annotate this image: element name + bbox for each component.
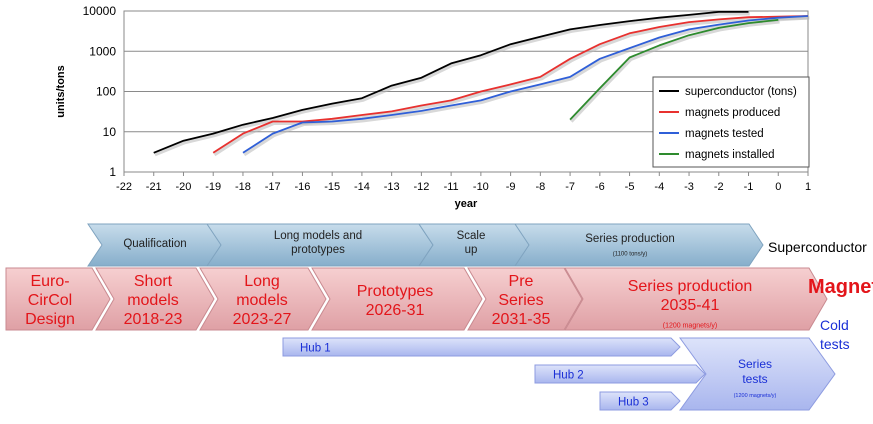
- legend-entry: magnets produced: [685, 107, 780, 119]
- superconductor-phase-text: Scale: [457, 230, 486, 242]
- magnet-phase-text: models: [127, 292, 179, 309]
- hub-1-bar: [282, 337, 681, 357]
- series-tests-text: Series: [738, 357, 772, 371]
- superconductor-line-shadow: [154, 11, 750, 157]
- cold-tests-label: tests: [820, 336, 850, 352]
- magnet-phase-6: [564, 267, 828, 331]
- magnet-phase-3: [199, 267, 327, 331]
- superconductor-phase-subtext: (1100 tons/y): [613, 252, 648, 258]
- magnet-phase-text: models: [236, 292, 288, 309]
- chart-legend: [652, 76, 810, 168]
- x-tick-label: -6: [595, 181, 605, 193]
- x-tick-label: 0: [775, 181, 781, 193]
- magnet-phase-text: 2035-41: [661, 297, 720, 314]
- superconductor-phase-text: up: [465, 244, 478, 256]
- y-axis-label: units/tons: [55, 65, 67, 118]
- x-tick-label: -22: [116, 181, 132, 193]
- magnet-phase-text: 2018-23: [124, 311, 183, 328]
- superconductor-phase-4: [514, 223, 764, 267]
- magnet-phase-4: [311, 267, 483, 331]
- superconductor-phase-text: prototypes: [291, 244, 345, 256]
- superconductor-phase-text: Qualification: [123, 238, 186, 250]
- x-tick-label: -13: [384, 181, 400, 193]
- hub-2-bar: [534, 364, 706, 384]
- x-tick-label: -16: [294, 181, 310, 193]
- magnet-phase-text: Series: [498, 292, 543, 309]
- legend-entry: superconductor (tons): [685, 86, 797, 98]
- magnet-phase-text: CirCol: [28, 292, 72, 309]
- y-tick-label: 10: [103, 125, 117, 139]
- magnets-row-label: Magnets: [808, 276, 873, 298]
- x-tick-label: -12: [413, 181, 429, 193]
- x-tick-label: 1: [805, 181, 811, 193]
- magnet-phase-text: 2026-31: [366, 302, 425, 319]
- x-tick-label: -15: [324, 181, 340, 193]
- magnet-phase-text: Short: [134, 273, 173, 290]
- legend-entry: magnets installed: [685, 149, 775, 161]
- series-tests-bar: [679, 337, 836, 411]
- legend-entry: magnets tested: [685, 128, 764, 140]
- series-tests-subtext: (1200 magnets/y): [734, 393, 777, 399]
- magnet-phase-text: 2023-27: [233, 311, 292, 328]
- x-tick-label: -1: [744, 181, 754, 193]
- magnet-phase-text: Pre: [509, 273, 534, 290]
- x-tick-label: -2: [714, 181, 724, 193]
- magnet-phase-1: [5, 267, 111, 331]
- magnet-phase-subtext: (1200 magnets/y): [663, 322, 717, 329]
- hub-3-label: Hub 3: [618, 397, 649, 409]
- x-tick-label: -19: [205, 181, 221, 193]
- magnet-phase-text: Design: [25, 311, 75, 328]
- magnet-phase-text: Euro-: [30, 273, 69, 290]
- magnet-phase-text: Long: [244, 273, 280, 290]
- x-tick-label: -7: [565, 181, 575, 193]
- magnet-phase-5: [467, 267, 583, 331]
- hub-2-label: Hub 2: [553, 370, 584, 382]
- x-tick-label: -8: [535, 181, 545, 193]
- hub-3-bar: [599, 391, 681, 411]
- superconductor-phase-text: Series production: [585, 233, 675, 245]
- superconductor-line: [153, 10, 749, 154]
- hub-1-label: Hub 1: [300, 343, 331, 355]
- x-tick-label: -3: [684, 181, 694, 193]
- y-tick-label: 1: [109, 165, 116, 179]
- x-tick-label: -10: [473, 181, 489, 193]
- magnets-installed-line: [569, 19, 779, 121]
- x-tick-label: -17: [265, 181, 281, 193]
- y-tick-label: 100: [96, 85, 116, 99]
- magnet-phase-text: Prototypes: [357, 283, 433, 300]
- x-axis-label: year: [455, 198, 478, 210]
- series-tests-text: tests: [742, 372, 767, 386]
- superconductor-phase-text: Long models and: [274, 230, 362, 242]
- magnets-produced-line: [212, 15, 809, 154]
- x-tick-label: -14: [354, 181, 370, 193]
- x-tick-label: -20: [176, 181, 192, 193]
- magnets-tested-line-shadow: [243, 16, 810, 157]
- magnets-installed-line-shadow: [570, 19, 780, 123]
- magnets-tested-line: [242, 15, 809, 154]
- cold-tests-label: Cold: [820, 317, 849, 333]
- y-tick-label: 10000: [83, 4, 117, 18]
- superconductor-row-label: Superconductor: [768, 239, 867, 255]
- x-tick-label: -5: [625, 181, 635, 193]
- x-tick-label: -9: [506, 181, 516, 193]
- x-tick-label: -4: [654, 181, 664, 193]
- timeline-diagram: Qualification Long models and prototypes Sc…: [5, 223, 873, 411]
- magnet-phase-2: [95, 267, 215, 331]
- magnet-phase-text: 2031-35: [492, 311, 551, 328]
- y-tick-label: 1000: [89, 44, 116, 58]
- x-tick-label: -11: [444, 181, 459, 193]
- magnet-phase-text: Series production: [628, 278, 753, 295]
- x-tick-label: -21: [146, 181, 162, 193]
- x-tick-label: -18: [235, 181, 251, 193]
